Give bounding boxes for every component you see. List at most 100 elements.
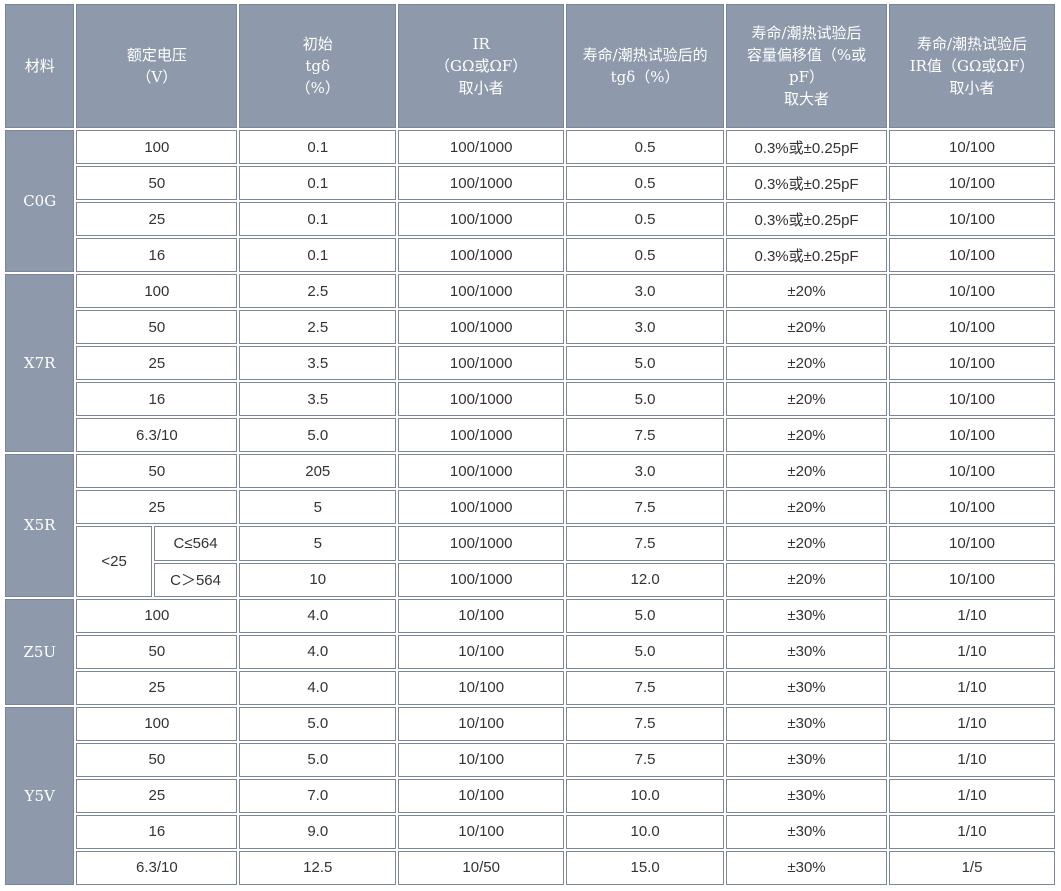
ir-cell: 100/1000: [398, 526, 565, 561]
after-tg-cell: 0.5: [566, 130, 725, 165]
initial-tg-cell: 4.0: [239, 598, 397, 633]
initial-tg-cell: 5.0: [239, 418, 397, 453]
voltage-cell: 50: [76, 634, 238, 669]
ir-cell: 10/100: [398, 706, 565, 741]
after-ir-cell: 1/10: [888, 634, 1055, 669]
after-ir-cell: 10/100: [888, 130, 1055, 165]
initial-tg-cell: 0.1: [239, 202, 397, 237]
after-tg-cell: 5.0: [566, 382, 725, 417]
header-initial-tg: 初始 tgδ （%）: [239, 4, 397, 129]
initial-tg-cell: 4.0: [239, 670, 397, 705]
table-row: 25 3.5 100/1000 5.0 ±20% 10/100: [5, 346, 1055, 381]
header-cap-shift: 寿命/潮热试验后 容量偏移值（%或 pF） 取大者: [726, 4, 887, 129]
after-ir-cell: 10/100: [888, 202, 1055, 237]
table-row: 16 0.1 100/1000 0.5 0.3%或±0.25pF 10/100: [5, 238, 1055, 273]
header-voltage: 额定电压 （V）: [76, 4, 238, 129]
cap-shift-cell: 0.3%或±0.25pF: [726, 202, 887, 237]
after-ir-cell: 10/100: [888, 418, 1055, 453]
voltage-cell: 100: [76, 274, 238, 309]
initial-tg-cell: 10: [239, 562, 397, 597]
table-row: 50 5.0 10/100 7.5 ±30% 1/10: [5, 742, 1055, 777]
initial-tg-cell: 5.0: [239, 706, 397, 741]
after-ir-cell: 1/5: [888, 850, 1055, 885]
ir-cell: 100/1000: [398, 202, 565, 237]
ir-cell: 100/1000: [398, 562, 565, 597]
cap-shift-cell: ±30%: [726, 706, 887, 741]
cap-shift-cell: ±30%: [726, 670, 887, 705]
after-tg-cell: 5.0: [566, 346, 725, 381]
initial-tg-cell: 5: [239, 490, 397, 525]
ir-cell: 100/1000: [398, 454, 565, 489]
initial-tg-cell: 3.5: [239, 346, 397, 381]
after-tg-cell: 0.5: [566, 202, 725, 237]
voltage-cell: 6.3/10: [76, 418, 238, 453]
initial-tg-cell: 3.5: [239, 382, 397, 417]
voltage-cell: 25: [76, 490, 238, 525]
after-tg-cell: 3.0: [566, 274, 725, 309]
initial-tg-cell: 12.5: [239, 850, 397, 885]
after-ir-cell: 1/10: [888, 814, 1055, 849]
cap-shift-cell: ±20%: [726, 310, 887, 345]
initial-tg-cell: 0.1: [239, 130, 397, 165]
cap-shift-cell: ±30%: [726, 742, 887, 777]
table-row: 25 0.1 100/1000 0.5 0.3%或±0.25pF 10/100: [5, 202, 1055, 237]
voltage-cell: 16: [76, 238, 238, 273]
voltage-cell: 100: [76, 130, 238, 165]
after-tg-cell: 7.5: [566, 490, 725, 525]
after-ir-cell: 1/10: [888, 742, 1055, 777]
after-tg-cell: 7.5: [566, 742, 725, 777]
ir-cell: 100/1000: [398, 418, 565, 453]
after-ir-cell: 1/10: [888, 670, 1055, 705]
ir-cell: 10/100: [398, 814, 565, 849]
capacitor-spec-table: 材料 额定电压 （V） 初始 tgδ （%） IR （GΩ或ΩF） 取小者 寿命…: [3, 2, 1057, 887]
ir-cell: 100/1000: [398, 490, 565, 525]
ir-cell: 100/1000: [398, 238, 565, 273]
ir-cell: 10/100: [398, 778, 565, 813]
table-row: 25 4.0 10/100 7.5 ±30% 1/10: [5, 670, 1055, 705]
voltage-cell: 16: [76, 814, 238, 849]
material-cell: X5R: [5, 454, 75, 597]
table-row: 16 9.0 10/100 10.0 ±30% 1/10: [5, 814, 1055, 849]
cap-shift-cell: ±30%: [726, 778, 887, 813]
ir-cell: 10/50: [398, 850, 565, 885]
voltage-cell: 25: [76, 202, 238, 237]
table-row: C＞564 10 100/1000 12.0 ±20% 10/100: [5, 562, 1055, 597]
voltage-cell: 25: [76, 346, 238, 381]
cap-shift-cell: 0.3%或±0.25pF: [726, 238, 887, 273]
table-row: 6.3/10 5.0 100/1000 7.5 ±20% 10/100: [5, 418, 1055, 453]
after-ir-cell: 10/100: [888, 382, 1055, 417]
initial-tg-cell: 5: [239, 526, 397, 561]
ir-cell: 100/1000: [398, 166, 565, 201]
after-ir-cell: 1/10: [888, 778, 1055, 813]
table-row: X7R 100 2.5 100/1000 3.0 ±20% 10/100: [5, 274, 1055, 453]
after-tg-cell: 5.0: [566, 634, 725, 669]
after-ir-cell: 1/10: [888, 598, 1055, 633]
header-material: 材料: [5, 4, 75, 129]
table-row: 50 2.5 100/1000 3.0 ±20% 10/100: [5, 310, 1055, 345]
table-row: 50 0.1 100/1000 0.5 0.3%或±0.25pF 10/100: [5, 166, 1055, 201]
after-ir-cell: 10/100: [888, 166, 1055, 201]
voltage-cell: <25: [76, 526, 152, 597]
ir-cell: 10/100: [398, 742, 565, 777]
voltage-cell: 100: [76, 706, 238, 741]
cap-shift-cell: ±20%: [726, 274, 887, 309]
ir-cell: 100/1000: [398, 310, 565, 345]
table-row: 50 4.0 10/100 5.0 ±30% 1/10: [5, 634, 1055, 669]
material-cell: C0G: [5, 130, 75, 273]
cap-shift-cell: ±20%: [726, 454, 887, 489]
initial-tg-cell: 0.1: [239, 238, 397, 273]
table-row: <25 C≤564 5 100/1000 7.5 ±20% 10/100: [5, 526, 1055, 597]
cap-shift-cell: ±20%: [726, 526, 887, 561]
after-tg-cell: 10.0: [566, 814, 725, 849]
cap-shift-cell: ±20%: [726, 382, 887, 417]
cap-shift-cell: ±30%: [726, 598, 887, 633]
ir-cell: 100/1000: [398, 346, 565, 381]
after-tg-cell: 7.5: [566, 706, 725, 741]
cap-shift-cell: 0.3%或±0.25pF: [726, 130, 887, 165]
after-tg-cell: 10.0: [566, 778, 725, 813]
cap-shift-cell: ±20%: [726, 490, 887, 525]
initial-tg-cell: 2.5: [239, 274, 397, 309]
after-tg-cell: 5.0: [566, 598, 725, 633]
after-tg-cell: 7.5: [566, 526, 725, 561]
